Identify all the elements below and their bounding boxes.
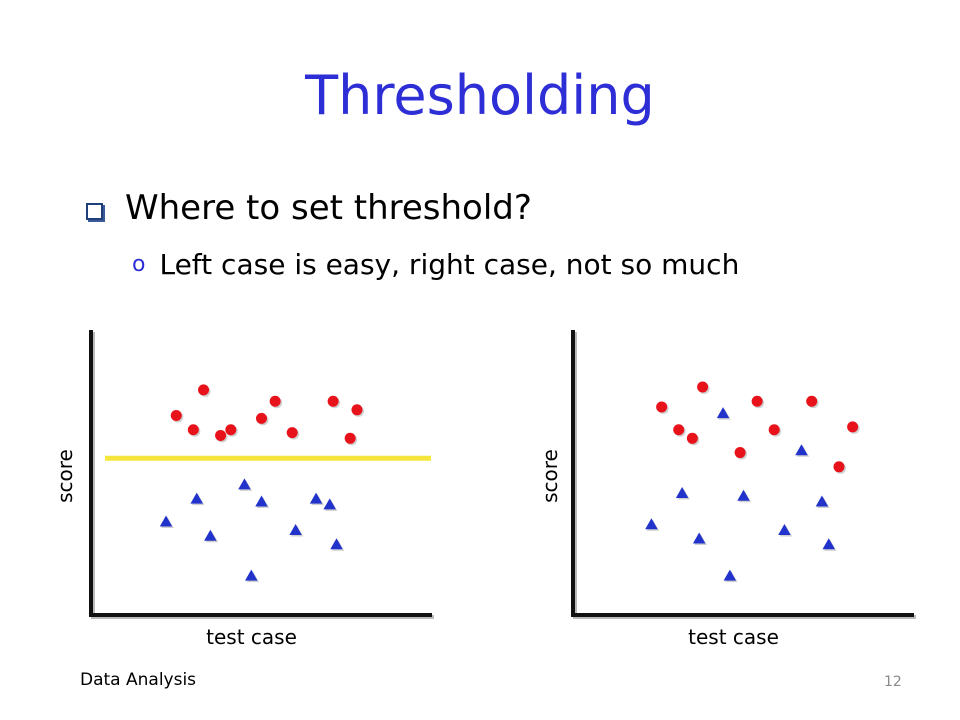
triangle-point (204, 529, 217, 541)
circle-point (327, 395, 339, 407)
y-axis-label: score (53, 449, 77, 503)
scatter-chart-left: score test case (53, 330, 434, 649)
circle-point (269, 395, 281, 407)
circle-point (768, 424, 780, 436)
triangle-point (778, 524, 791, 535)
triangle-point (675, 486, 689, 498)
axis-lines (571, 330, 914, 617)
triangle-point (815, 495, 829, 507)
x-axis-label: test case (206, 625, 297, 649)
circle-point (198, 384, 210, 396)
circle-point (344, 432, 356, 444)
circle-point (734, 447, 746, 459)
triangle-point (255, 495, 268, 507)
circle-point (256, 412, 267, 424)
triangle-point (692, 532, 706, 544)
circle-point (351, 404, 363, 416)
triangle-point (159, 515, 173, 527)
circle-point (697, 381, 709, 393)
sub-bullet-item: o Left case is easy, right case, not so … (132, 248, 739, 281)
circle-point (686, 432, 698, 444)
slide-title: Thresholding (305, 64, 655, 127)
circle-point (806, 395, 818, 407)
scatter-chart-right: score test case (538, 330, 916, 649)
circle-point (673, 424, 685, 436)
bullet-item: Where to set threshold? (86, 188, 532, 228)
circle-point (656, 401, 668, 413)
page-number: 12 (884, 674, 902, 690)
circle-point (751, 395, 763, 407)
axis-shadow (573, 332, 916, 619)
circle-point (170, 410, 182, 421)
triangle-point (245, 569, 258, 581)
circle-point (225, 424, 237, 436)
x-axis-label: test case (688, 625, 779, 649)
circle-point (847, 421, 859, 433)
triangle-point (822, 538, 835, 550)
y-axis-label: score (538, 449, 562, 503)
triangle-point (723, 569, 737, 581)
triangle-point (737, 489, 750, 501)
triangle-point (190, 492, 203, 504)
sub-bullet-marker: o (132, 252, 146, 277)
circle-point (833, 461, 845, 473)
circle-point (286, 427, 298, 439)
bullet-text: Where to set threshold? (125, 188, 532, 228)
triangle-point (330, 538, 343, 550)
triangle-point (323, 498, 336, 510)
triangle-point (238, 478, 251, 490)
circle-point (187, 424, 199, 436)
triangle-point (795, 444, 808, 456)
triangle-point (716, 407, 730, 419)
triangle-point (289, 524, 302, 535)
axis-shadow (91, 332, 434, 619)
axis-lines (89, 330, 432, 617)
triangle-point (309, 492, 323, 504)
checkbox-bullet-icon (86, 202, 103, 220)
sub-bullet-text: Left case is easy, right case, not so mu… (159, 248, 740, 281)
circle-point (215, 429, 227, 441)
footer-label: Data Analysis (80, 670, 197, 690)
triangle-point (645, 518, 658, 530)
